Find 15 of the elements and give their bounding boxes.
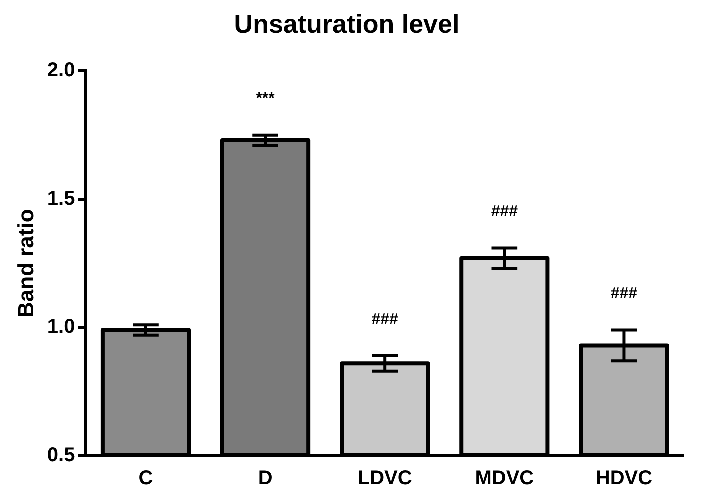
- x-tick-label: C: [138, 468, 154, 490]
- y-tick-label: 2.0: [47, 60, 76, 82]
- y-tick-label: 1.5: [47, 188, 76, 210]
- x-tick-label: LDVC: [358, 468, 412, 490]
- annotation: ###: [491, 204, 518, 221]
- chart-title: Unsaturation level: [234, 8, 460, 39]
- annotation: ###: [372, 311, 399, 328]
- y-axis-title: Band ratio: [13, 209, 38, 318]
- x-tick-label: MDVC: [475, 468, 534, 490]
- annotation: ###: [610, 286, 638, 303]
- y-tick-label: 0.5: [47, 444, 76, 467]
- y-tick-label: 1.0: [47, 316, 76, 338]
- annotation: ***: [256, 90, 276, 108]
- x-tick-label: HDVC: [596, 468, 653, 490]
- x-tick-label: D: [258, 468, 273, 490]
